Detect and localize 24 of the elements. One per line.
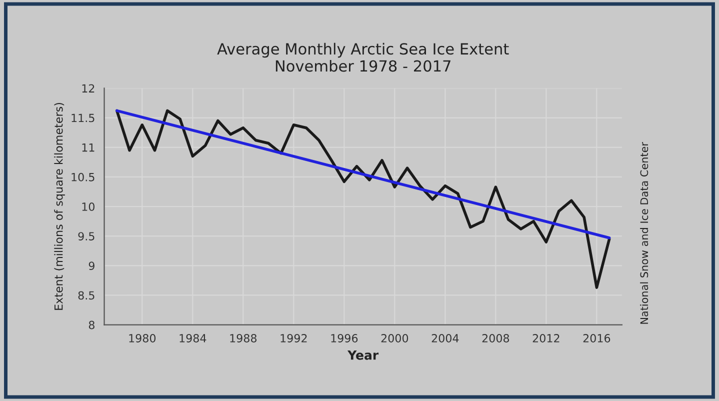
x-tick-label: 1992	[280, 334, 307, 342]
y-tick-label: 8.5	[78, 291, 94, 300]
x-tick-label: 1984	[180, 334, 206, 342]
y-tick-label: 9	[88, 262, 94, 270]
x-tick-label: 1988	[230, 334, 257, 342]
y-tick-label: 10	[82, 202, 94, 211]
y-tick-label: 10.5	[72, 172, 94, 182]
x-tick-label: 2008	[482, 334, 510, 342]
y-tick-label: 8	[88, 320, 94, 330]
line-series	[115, 109, 611, 289]
x-tick-label: 1996	[331, 334, 358, 342]
y-tick-label: 9.5	[78, 232, 94, 240]
x-axis-title: Year	[347, 350, 379, 360]
x-tick-label: 2000	[381, 334, 408, 342]
x-tick-label: 2012	[532, 334, 560, 342]
x-tick-label: 2004	[432, 334, 459, 342]
y-tick-label: 11.5	[72, 114, 94, 122]
chart-title: Average Monthly Arctic Sea Ice Extent November 1978 - 2017	[217, 42, 509, 72]
y-axis-title: Extent (millions of square kilometers)	[54, 102, 65, 310]
text: National Snow and Ice Data Center	[640, 142, 648, 324]
x-tick-label: 2016	[583, 334, 610, 342]
y-tick-label: 12	[82, 84, 94, 92]
x-tick-label: 1980	[129, 334, 156, 342]
y-tick-label: 11	[82, 143, 94, 152]
